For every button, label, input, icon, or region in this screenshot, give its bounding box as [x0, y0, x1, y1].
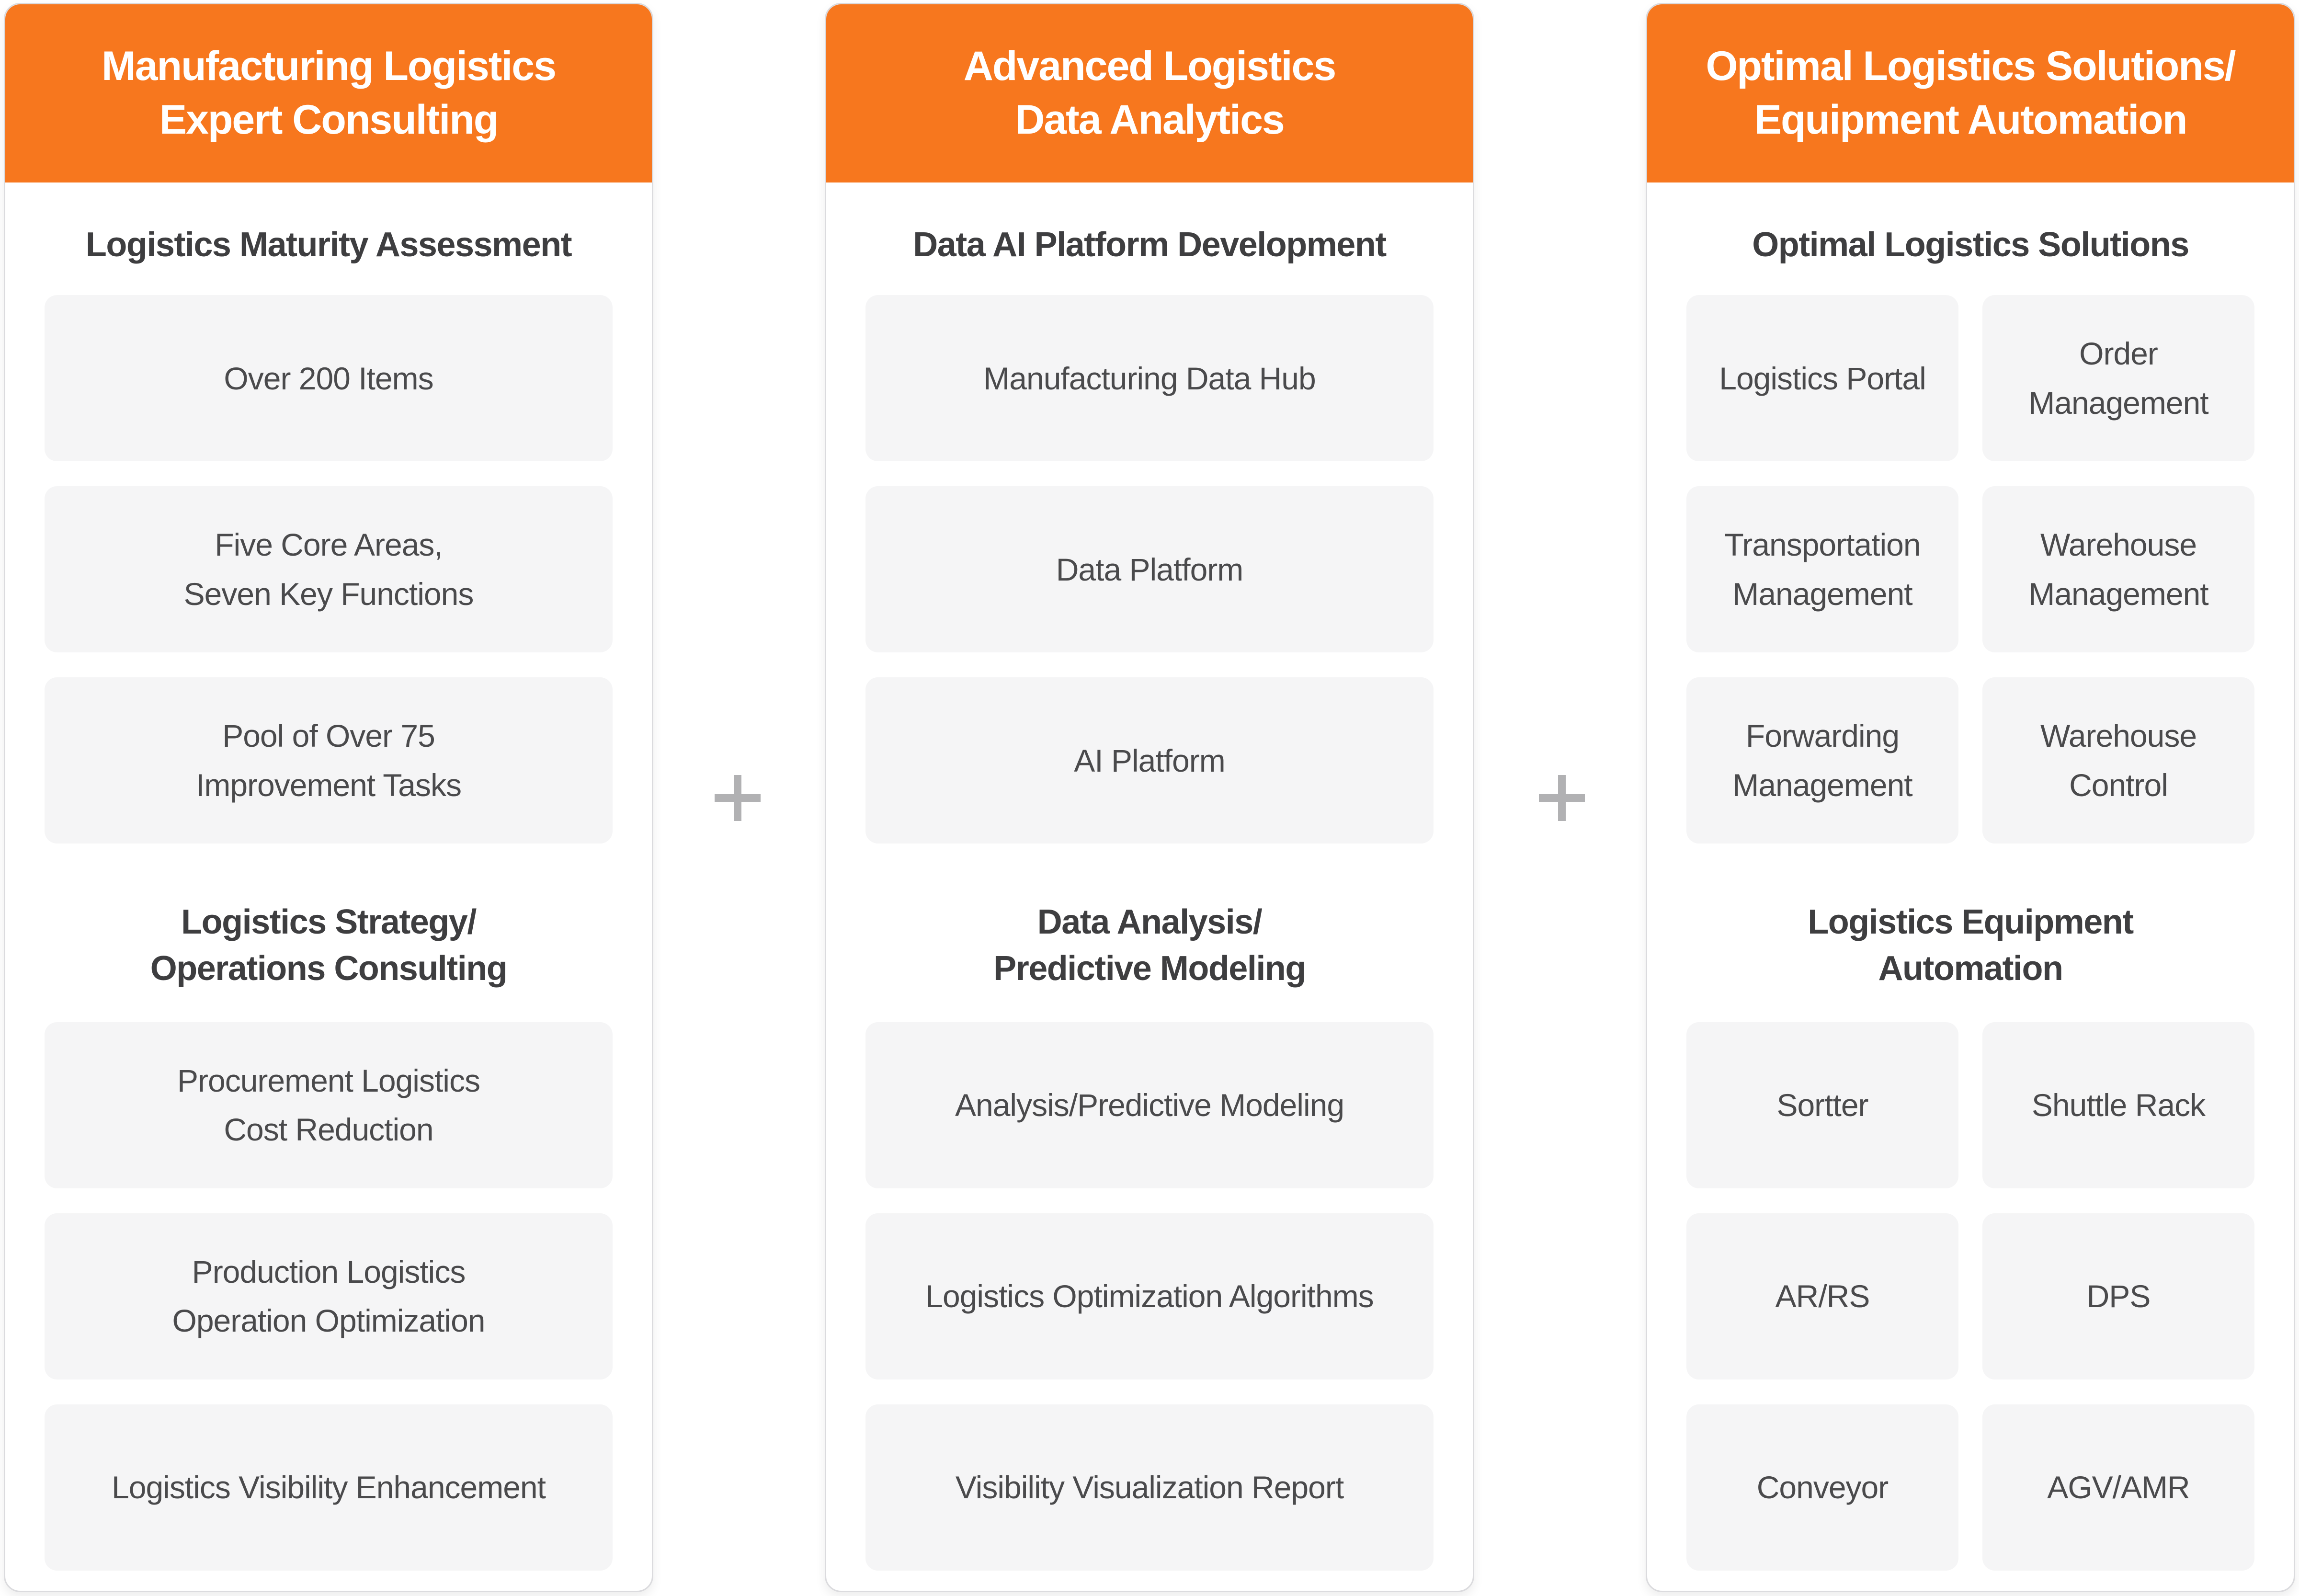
- info-box-manufacturing-data-hub: Manufacturing Data Hub: [865, 295, 1434, 462]
- info-box-transportation-management: Transportation Management: [1686, 486, 1958, 653]
- plus-vertical-bar: [1558, 775, 1566, 821]
- info-box-order-management: Order Management: [1982, 295, 2254, 462]
- column-card-optimal-logistics-solutions: Optimal Logistics Solutions/ Equipment A…: [1646, 3, 2295, 1592]
- info-box-warehouse-management: Warehouse Management: [1982, 486, 2254, 653]
- card-header-title: Advanced Logistics Data Analytics: [826, 4, 1473, 182]
- card-header-title: Optimal Logistics Solutions/ Equipment A…: [1647, 4, 2294, 182]
- info-box-warehouse-control: Warehouse Control: [1982, 677, 2254, 844]
- section-title-data-ai-platform-development: Data AI Platform Development: [913, 226, 1387, 264]
- box-list: Manufacturing Data Hub Data Platform AI Pl…: [865, 295, 1434, 844]
- section-title-data-analysis: Data Analysis/ Predictive Modeling: [993, 903, 1306, 988]
- info-box-ai-platform: AI Platform: [865, 677, 1434, 844]
- card-body: Data AI Platform Development Manufacturin…: [826, 182, 1473, 1591]
- info-box-ar-rs: AR/RS: [1686, 1213, 1958, 1379]
- box-list: Over 200 Items Five Core Areas, Seven Key…: [45, 295, 613, 844]
- column-card-manufacturing-logistics: Manufacturing Logistics Expert Consultin…: [4, 3, 653, 1592]
- info-box-forwarding-management: Forwarding Management: [1686, 677, 1958, 844]
- info-box-logistics-visibility-enhancement: Logistics Visibility Enhancement: [45, 1404, 613, 1571]
- card-header-title: Manufacturing Logistics Expert Consultin…: [5, 4, 652, 182]
- info-box-conveyor: Conveyor: [1686, 1404, 1958, 1571]
- info-box-five-core-areas: Five Core Areas, Seven Key Functions: [45, 486, 613, 653]
- section-title-optimal-logistics-solutions: Optimal Logistics Solutions: [1752, 226, 2189, 264]
- info-box-procurement-logistics: Procurement Logistics Cost Reduction: [45, 1022, 613, 1188]
- box-list: Procurement Logistics Cost Reduction Prod…: [45, 1022, 613, 1571]
- info-box-visibility-visualization-report: Visibility Visualization Report: [865, 1404, 1434, 1571]
- info-box-pool-of-over-75: Pool of Over 75 Improvement Tasks: [45, 677, 613, 844]
- plus-icon: [715, 775, 761, 821]
- info-box-over-200-items: Over 200 Items: [45, 295, 613, 462]
- plus-icon: [1539, 775, 1585, 821]
- info-box-logistics-portal: Logistics Portal: [1686, 295, 1958, 462]
- info-box-production-logistics: Production Logistics Operation Optimizat…: [45, 1213, 613, 1379]
- info-box-dps: DPS: [1982, 1213, 2254, 1379]
- info-box-shuttle-rack: Shuttle Rack: [1982, 1022, 2254, 1188]
- info-box-sortter: Sortter: [1686, 1022, 1958, 1188]
- box-grid: Logistics Portal Order Management Transpor…: [1686, 295, 2254, 844]
- section-title-logistics-maturity-assessment: Logistics Maturity Assessment: [85, 226, 572, 264]
- info-box-logistics-optimization-algorithms: Logistics Optimization Algorithms: [865, 1213, 1434, 1379]
- info-box-agv-amr: AGV/AMR: [1982, 1404, 2254, 1571]
- section-title-logistics-strategy: Logistics Strategy/ Operations Consultin…: [150, 903, 508, 988]
- plus-vertical-bar: [734, 775, 741, 821]
- info-box-analysis-predictive-modeling: Analysis/Predictive Modeling: [865, 1022, 1434, 1188]
- box-grid: Sortter Shuttle Rack AR/RS DPS Conveyor AGV/A…: [1686, 1022, 2254, 1571]
- column-card-advanced-logistics: Advanced Logistics Data Analytics Data AI…: [825, 3, 1474, 1592]
- box-list: Analysis/Predictive Modeling Logistics Op…: [865, 1022, 1434, 1571]
- section-title-logistics-equipment: Logistics Equipment Automation: [1808, 903, 2134, 988]
- card-body: Optimal Logistics Solutions Logistics Por…: [1647, 182, 2294, 1591]
- info-box-data-platform: Data Platform: [865, 486, 1434, 653]
- card-body: Logistics Maturity Assessment Over 200 It…: [5, 182, 652, 1591]
